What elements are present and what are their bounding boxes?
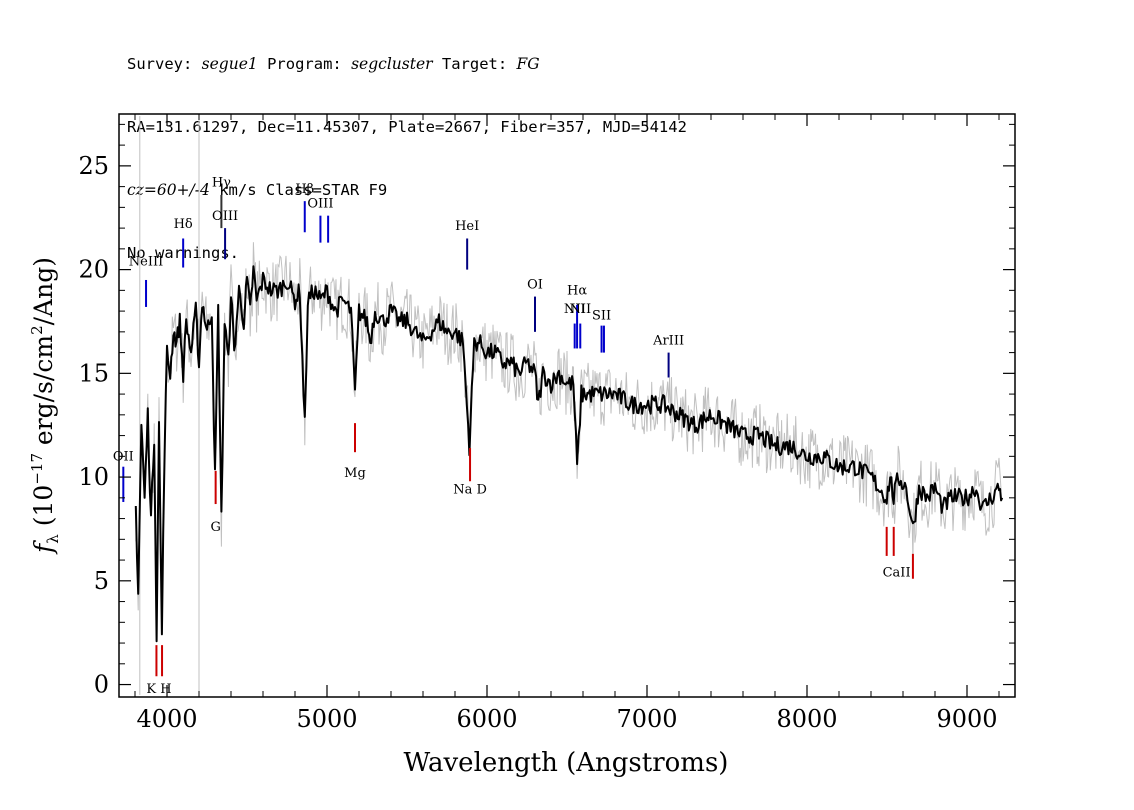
y-axis-label: fλ (10−17 erg/s/cm2/Ang) [28,257,62,555]
plot-frame [118,113,1016,698]
axes: 4000 5000 6000 7000 8000 9000 0 5 10 15 20 25 [78,114,1015,733]
y-tick-label: 5 [94,567,109,595]
x-axis-label: Wavelength (Angstroms) [404,748,729,778]
emission-line-label: OIII [212,209,238,224]
header-line-3: cz=60+/-4 km/s Class=STAR F9 [127,180,687,201]
emission-line-label: SII [592,308,611,323]
x-tick-label: 4000 [136,705,197,733]
emission-line-label: Hβ [295,182,314,197]
emission-line-label: Hγ [212,176,231,191]
x-tick-label: 7000 [616,705,677,733]
header-line-1: Survey: segue1 Program: segcluster Targe… [127,54,687,75]
spectrum-header: Survey: segue1 Program: segcluster Targe… [127,12,687,285]
absorption-line-label: G [210,520,220,535]
noise-trace [135,242,1002,628]
absorption-line-label: K H [146,682,171,697]
emission-line-label: Hδ [174,217,193,232]
target-label: Target: [441,55,508,73]
y-tick-label: 10 [78,463,109,491]
absorption-line-label: Mg [344,466,366,481]
flux-error-band [135,116,1002,695]
target-value: FG [516,55,540,73]
y-tick-label: 0 [94,671,109,699]
emission-line-label: HeI [455,219,479,234]
emission-line-label: Hα [567,284,587,299]
flux-series [134,265,1004,643]
x-tick-label: 6000 [456,705,517,733]
header-line-4: No warnings. [127,244,239,262]
class-value: km/s Class=STAR F9 [219,181,388,199]
x-tick-label: 5000 [296,705,357,733]
absorption-line-label: CaII [883,566,911,581]
y-tick-label: 25 [78,152,109,180]
flux-line [134,265,1004,643]
x-tick-label: 8000 [776,705,837,733]
absorption-line-label: Na D [453,483,487,498]
survey-label: Survey: [127,55,193,73]
emission-line-label: NII [564,302,586,317]
x-tick-label: 9000 [936,705,997,733]
emission-line-label: OIII [307,196,333,211]
emission-line-label: NII [569,302,591,317]
emission-line-label: NeIII [129,254,163,269]
program-value: segcluster [351,55,433,73]
program-label: Program: [267,55,342,73]
redshift-value: cz=60+/-4 [127,181,210,199]
header-line-2: RA=131.61297, Dec=11.45307, Plate=2667, … [127,118,687,136]
emission-line-label: OII [113,449,134,464]
emission-line-label: OI [527,277,543,292]
survey-value: segue1 [201,55,258,73]
y-tick-label: 20 [78,256,109,284]
y-tick-label: 15 [78,359,109,387]
emission-line-label: ArIII [652,333,684,348]
